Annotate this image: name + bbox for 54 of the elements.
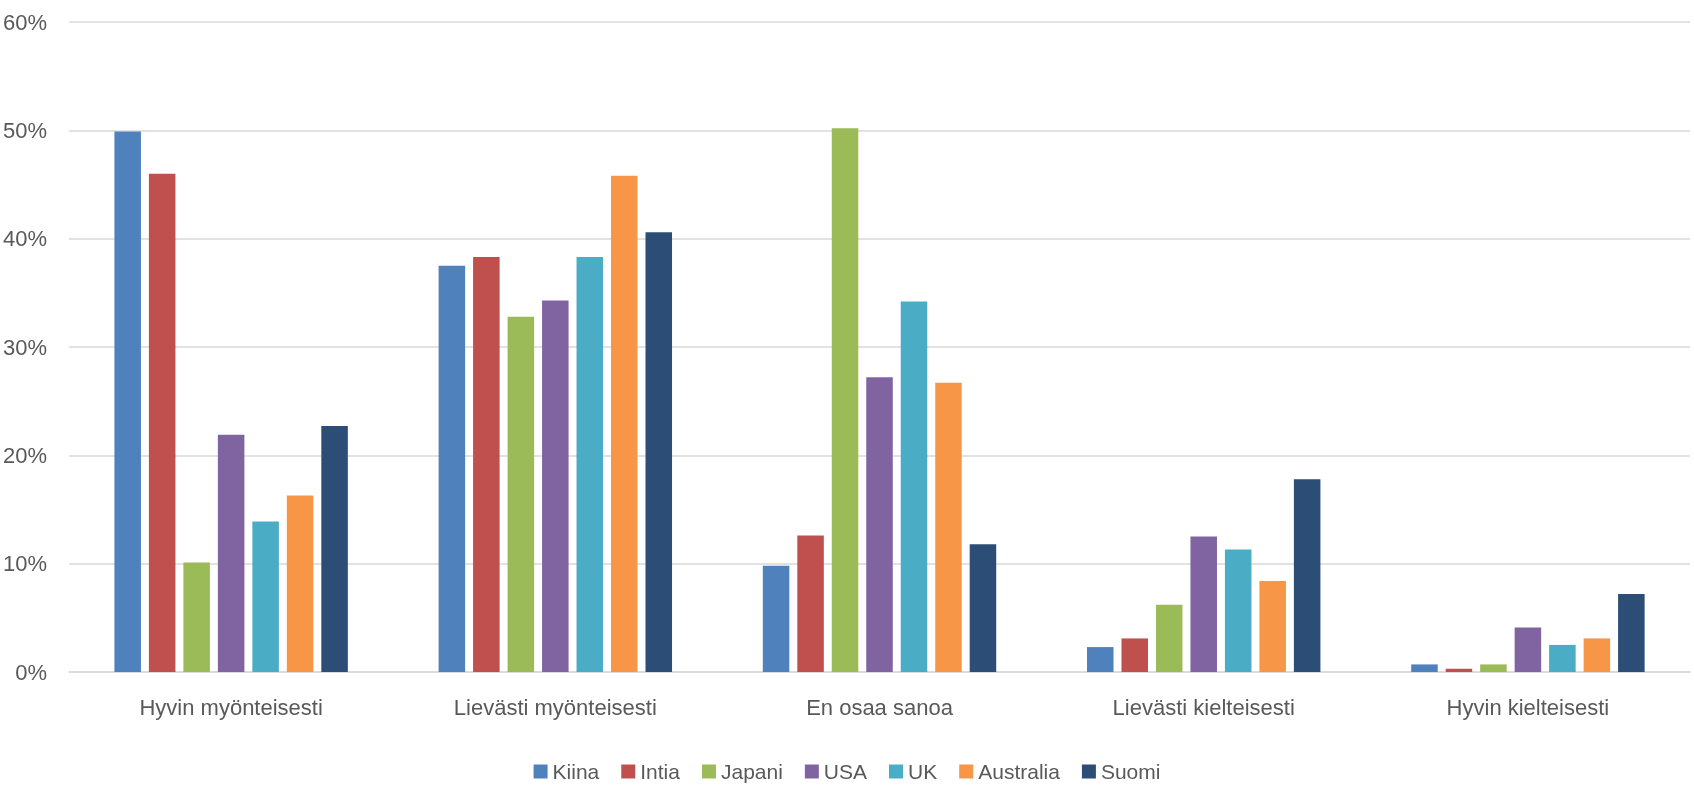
bar	[969, 544, 997, 672]
bar	[148, 173, 176, 672]
legend-label: Japani	[720, 760, 783, 783]
bar	[542, 300, 569, 672]
x-tick-label: Hyvin myönteisesti	[139, 694, 323, 720]
bar	[507, 316, 535, 672]
bar	[762, 565, 790, 672]
y-tick-label: 30%	[2, 334, 48, 360]
bar	[473, 257, 500, 672]
bar	[1480, 664, 1507, 672]
bar	[286, 495, 314, 672]
y-tick-label: 50%	[2, 117, 48, 143]
bar	[1445, 668, 1473, 672]
bar	[576, 257, 604, 672]
bar	[831, 128, 859, 672]
bar	[900, 301, 928, 672]
bar	[1155, 604, 1183, 672]
bar	[866, 377, 893, 672]
y-tick-label: 0%	[15, 659, 48, 685]
bar	[183, 562, 210, 672]
x-tick-label: Hyvin kielteisesti	[1446, 694, 1610, 720]
y-tick-label: 60%	[2, 9, 48, 35]
bar	[217, 434, 245, 672]
bar	[114, 131, 141, 672]
bar	[1549, 644, 1576, 672]
legend-label: Intia	[640, 760, 681, 783]
bar	[1190, 536, 1217, 672]
bar	[1583, 638, 1611, 672]
bar	[797, 535, 824, 672]
y-tick-label: 40%	[2, 226, 48, 252]
legend-label: Kiina	[552, 760, 600, 783]
bar	[935, 382, 962, 672]
x-tick-label: Lievästi kielteisesti	[1112, 694, 1295, 720]
x-tick-label: Lievästi myönteisesti	[453, 694, 657, 720]
legend-label: USA	[823, 760, 868, 783]
bar	[1618, 594, 1645, 672]
bar	[1259, 581, 1286, 672]
bar	[611, 175, 638, 672]
bar	[1514, 627, 1542, 672]
bar	[645, 232, 673, 672]
legend-label: UK	[908, 760, 938, 783]
bar	[1224, 549, 1252, 672]
bar	[252, 521, 279, 672]
y-tick-label: 20%	[2, 442, 48, 468]
bar	[1293, 479, 1321, 672]
legend-label: Suomi	[1100, 760, 1161, 783]
y-tick-label: 10%	[2, 551, 48, 577]
bar	[438, 265, 466, 672]
legend-label: Australia	[978, 760, 1061, 783]
bar	[1087, 647, 1114, 672]
x-tick-label: En osaa sanoa	[806, 694, 954, 720]
bar	[1121, 638, 1149, 672]
bar	[321, 426, 348, 672]
bar	[1411, 664, 1438, 672]
